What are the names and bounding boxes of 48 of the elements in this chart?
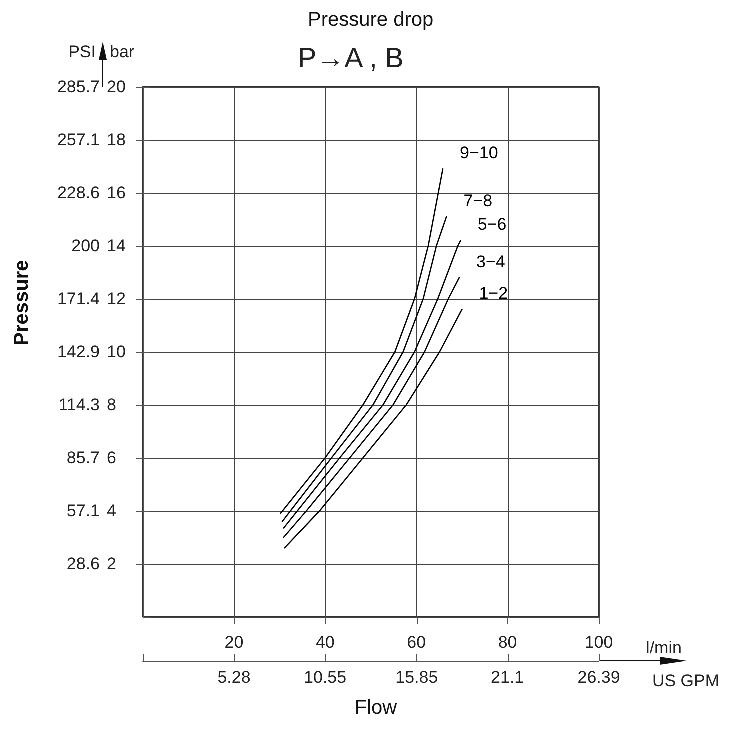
x2-tick-label: 26.39: [578, 668, 620, 687]
y2-tick-label: 8: [107, 396, 116, 414]
line-series: [280, 168, 444, 514]
y-tick-label: 257.1: [57, 130, 100, 150]
x-tick-label: 20: [224, 633, 244, 652]
y-tick-label: 200: [72, 236, 100, 256]
y2-tick-label: 6: [107, 448, 116, 468]
text: bar: [110, 42, 135, 62]
x-tick-label: 40: [316, 633, 335, 652]
text: PSI: [68, 42, 96, 62]
y2-tick-label: 4: [107, 502, 116, 520]
y-tick-label: 228.6: [57, 183, 100, 202]
x2-tick-label: 10.55: [304, 668, 347, 687]
y2-tick-label: 16: [107, 184, 126, 202]
y-tick-label: 85.7: [66, 448, 100, 468]
line-series: [283, 240, 462, 529]
series-label: 9−10: [460, 144, 498, 163]
line-series: [284, 308, 463, 549]
text: l/min: [646, 638, 682, 658]
y2-tick-label: 14: [107, 236, 126, 256]
x2-tick-label: 21.1: [491, 668, 524, 687]
x2-tick-label: 15.85: [396, 668, 438, 687]
x-tick-label: 100: [584, 633, 614, 652]
text: US GPM: [652, 672, 720, 690]
y2-tick-label: 18: [107, 130, 126, 150]
line-series: [283, 277, 460, 538]
x-axis-title: Flow: [354, 697, 398, 719]
series-label: 3−4: [476, 252, 506, 272]
series-label: 7−8: [464, 191, 493, 210]
y-tick-label: 142.9: [57, 342, 100, 362]
y2-tick-label: 10: [107, 342, 126, 362]
series-label: 5−6: [478, 215, 507, 234]
y-axis-title: Pressure: [11, 260, 33, 346]
x-tick-label: 80: [498, 633, 518, 652]
chart-title: Pressure drop: [308, 9, 434, 31]
y-tick-label: 114.3: [58, 395, 100, 414]
line-series: [282, 216, 448, 522]
y2-tick-label: 2: [107, 554, 116, 574]
y-tick-label: 28.6: [66, 554, 100, 574]
y2-tick-label: 12: [107, 290, 126, 308]
chart-subtitle: P→A , B: [298, 42, 404, 74]
y-tick-label: 57.1: [66, 502, 100, 521]
y-tick-label: 171.4: [57, 290, 100, 309]
series-label: 1−2: [479, 284, 508, 304]
x-tick-label: 60: [407, 633, 426, 652]
y-tick-label: 285.7: [57, 78, 100, 96]
y2-tick-label: 20: [107, 78, 126, 96]
x2-tick-label: 5.28: [218, 668, 251, 687]
